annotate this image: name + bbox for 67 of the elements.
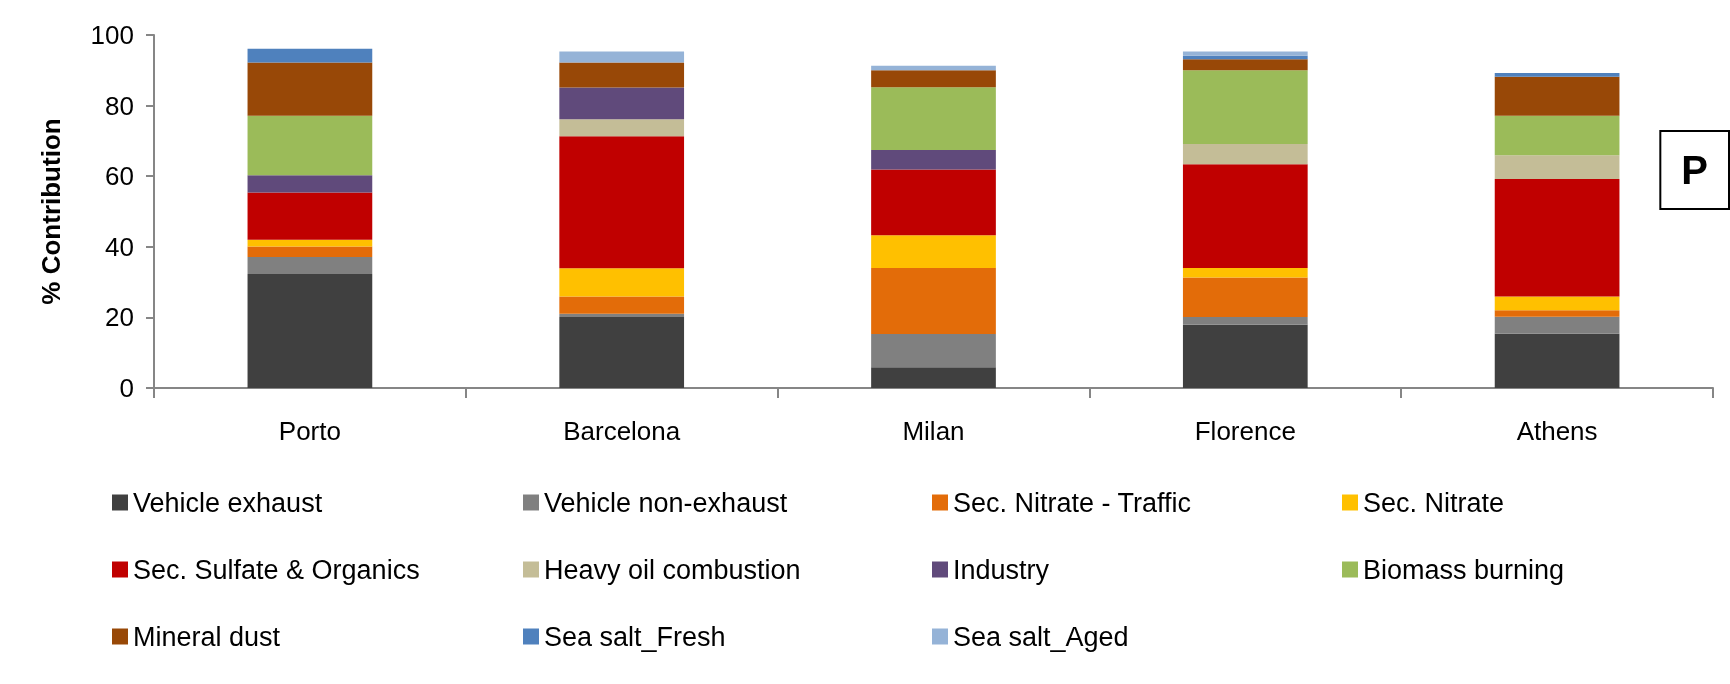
- bar: [1494, 76, 1620, 116]
- annotation: P: [1681, 148, 1709, 192]
- bar: [247, 192, 373, 240]
- y-tick-label: 20: [105, 302, 134, 333]
- bar: [247, 175, 373, 193]
- bar: [871, 169, 996, 236]
- bar: [247, 115, 373, 176]
- bar: [559, 317, 685, 388]
- legend-label: Sea salt_Aged: [953, 621, 1129, 652]
- bar: [1182, 164, 1308, 268]
- bar: [871, 87, 996, 151]
- bar: [559, 119, 685, 137]
- bar: [1494, 115, 1620, 156]
- bar: [1494, 333, 1620, 388]
- bar: [559, 268, 685, 297]
- x-tick-label: Barcelona: [563, 416, 681, 446]
- legend-label: Mineral dust: [133, 621, 281, 652]
- bar: [871, 367, 996, 388]
- bar: [1182, 70, 1308, 145]
- y-tick-label: 80: [105, 90, 134, 121]
- legend-label: Biomass burning: [1363, 554, 1565, 585]
- bar: [559, 62, 685, 88]
- bar: [1182, 267, 1308, 278]
- bar: [1494, 155, 1620, 180]
- y-tick-label: 0: [119, 373, 134, 403]
- bar: [1182, 144, 1308, 165]
- y-axis-title: % Contribution: [36, 118, 66, 305]
- x-tick-label: Porto: [278, 416, 341, 446]
- bar: [247, 246, 373, 258]
- legend-label: Heavy oil combustion: [544, 554, 801, 585]
- bar: [1182, 317, 1308, 325]
- bar: [1182, 51, 1308, 56]
- bar: [1494, 296, 1620, 311]
- bar: [871, 235, 996, 268]
- legend-label: Sea salt_Fresh: [544, 621, 726, 652]
- bar: [1182, 59, 1308, 71]
- bar: [1182, 324, 1308, 388]
- bar: [247, 48, 373, 63]
- y-tick-label: 100: [90, 20, 134, 50]
- bar: [1494, 73, 1620, 77]
- bar: [871, 70, 996, 88]
- bar: [871, 267, 996, 334]
- bar: [871, 333, 996, 368]
- x-tick-label: Athens: [1516, 416, 1598, 446]
- legend-label: Industry: [953, 554, 1050, 585]
- bar: [1182, 277, 1308, 318]
- bar: [559, 51, 685, 63]
- bar: [1494, 316, 1620, 334]
- bar: [559, 296, 685, 314]
- legend-label: Sec. Sulfate & Organics: [133, 554, 420, 585]
- bar: [1494, 179, 1620, 297]
- bar: [247, 62, 373, 116]
- bar: [1494, 310, 1620, 317]
- legend-label: Sec. Nitrate: [1363, 487, 1505, 518]
- bar: [559, 136, 685, 269]
- legend-label: Vehicle non-exhaust: [544, 487, 788, 518]
- bar: [559, 313, 685, 318]
- bar: [559, 87, 685, 120]
- bar: [871, 150, 996, 170]
- x-tick-label: Florence: [1194, 416, 1296, 446]
- legend-label: Sec. Nitrate - Traffic: [953, 487, 1192, 518]
- y-tick-label: 40: [105, 231, 134, 262]
- bar: [247, 257, 373, 274]
- legend-label: Vehicle exhaust: [133, 487, 323, 518]
- y-tick-label: 60: [105, 161, 134, 192]
- bar: [247, 273, 373, 388]
- x-tick-label: Milan: [902, 416, 965, 446]
